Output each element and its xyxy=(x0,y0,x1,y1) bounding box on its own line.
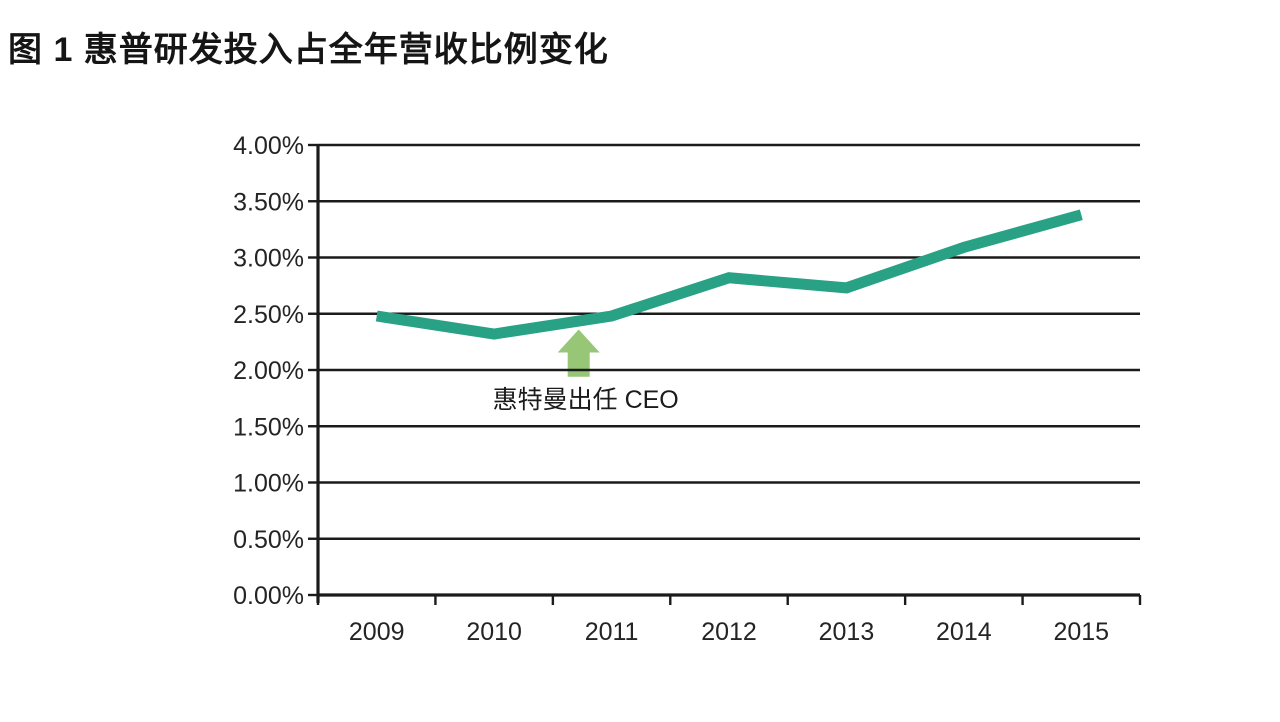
annotation-label: 惠特曼出任 CEO xyxy=(493,386,679,414)
x-tick-label: 2013 xyxy=(819,618,875,646)
x-tick-label: 2012 xyxy=(701,618,757,646)
x-tick-label: 2015 xyxy=(1053,618,1109,646)
x-tick-label: 2014 xyxy=(936,618,992,646)
y-tick-label: 3.50% xyxy=(233,188,304,216)
y-tick-label: 3.00% xyxy=(233,245,304,273)
y-tick-label: 2.00% xyxy=(233,357,304,385)
figure-title: 图 1 惠普研发投入占全年营收比例变化 xyxy=(8,31,609,69)
x-tick-label: 2009 xyxy=(349,618,405,646)
y-tick-label: 1.50% xyxy=(233,413,304,441)
ceo-arrow-icon xyxy=(557,329,600,377)
y-tick-label: 2.50% xyxy=(233,301,304,329)
y-tick-label: 1.00% xyxy=(233,470,304,498)
y-tick-label: 0.00% xyxy=(233,582,304,610)
x-tick-label: 2010 xyxy=(466,618,522,646)
y-tick-label: 0.50% xyxy=(233,526,304,554)
y-tick-label: 4.00% xyxy=(233,132,304,160)
series-line xyxy=(375,209,1083,340)
x-tick-label: 2011 xyxy=(585,618,639,646)
